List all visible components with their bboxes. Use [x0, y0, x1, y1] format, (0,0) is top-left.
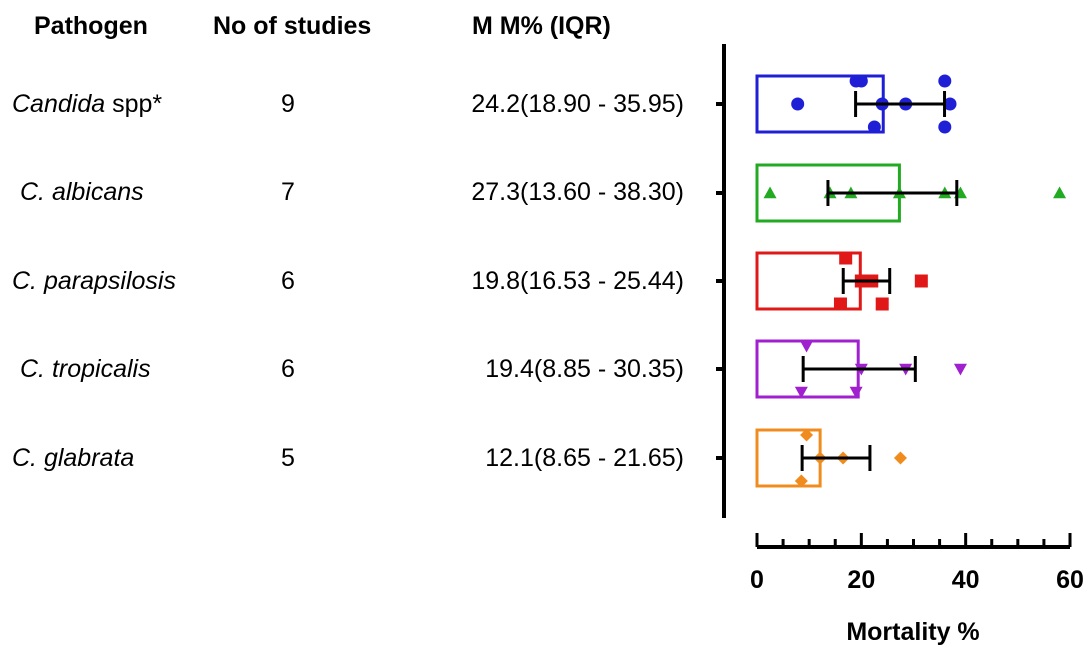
row-studies-count: 6: [281, 355, 295, 383]
data-point: [867, 120, 881, 134]
x-axis-label: Mortality %: [846, 618, 979, 646]
row-mm-value: 27.3(13.60 - 38.30): [471, 178, 684, 206]
row-pathogen-tropicalis: C. tropicalis: [20, 354, 151, 384]
row-studies-count: 6: [281, 267, 295, 295]
row-studies-count: 9: [281, 90, 295, 118]
header-studies: No of studies: [213, 12, 372, 40]
data-point: [875, 297, 889, 311]
row-mm-value: 19.8(16.53 - 25.44): [471, 267, 684, 295]
data-point: [938, 120, 952, 134]
row-pathogen-parapsilosis: C. parapsilosis: [12, 266, 176, 296]
row-pathogen-albicans: C. albicans: [20, 177, 144, 207]
data-point: [839, 251, 853, 265]
row-pathogen-candida-spp: Candida spp*: [12, 89, 162, 119]
pathogen-name-italic: Candida: [12, 90, 106, 118]
x-tick-label: 0: [750, 566, 764, 594]
x-tick-label: 60: [1056, 566, 1084, 594]
header-pathogen: Pathogen: [34, 12, 148, 40]
data-point: [763, 186, 777, 199]
data-point: [800, 428, 814, 442]
x-tick-label: 20: [847, 566, 875, 594]
data-point: [791, 97, 805, 111]
row-mm-value: 12.1(8.65 - 21.65): [485, 444, 684, 472]
data-point: [794, 386, 808, 399]
pathogen-name-rest: spp*: [105, 90, 163, 118]
row-studies-count: 5: [281, 444, 295, 472]
data-point: [794, 474, 808, 488]
data-point: [833, 297, 847, 311]
row-mm-value: 19.4(8.85 - 30.35): [485, 355, 684, 383]
row-pathogen-glabrata: C. glabrata: [12, 443, 134, 473]
data-point: [938, 74, 952, 88]
pathogen-name-italic: C. glabrata: [12, 444, 135, 472]
data-point: [893, 451, 907, 465]
header-mm-iqr: M M% (IQR): [472, 12, 611, 40]
pathogen-name-italic: C. parapsilosis: [12, 267, 176, 295]
data-point: [1053, 186, 1067, 199]
data-point: [849, 386, 863, 399]
data-point: [849, 74, 863, 88]
data-point: [914, 274, 928, 288]
data-point: [943, 97, 957, 111]
data-point: [953, 363, 967, 376]
x-tick-label: 40: [952, 566, 980, 594]
pathogen-name-italic: C. tropicalis: [20, 355, 151, 383]
pathogen-name-italic: C. albicans: [20, 178, 144, 206]
row-mm-value: 24.2(18.90 - 35.95): [471, 90, 684, 118]
data-point: [800, 340, 814, 353]
row-studies-count: 7: [281, 178, 295, 206]
